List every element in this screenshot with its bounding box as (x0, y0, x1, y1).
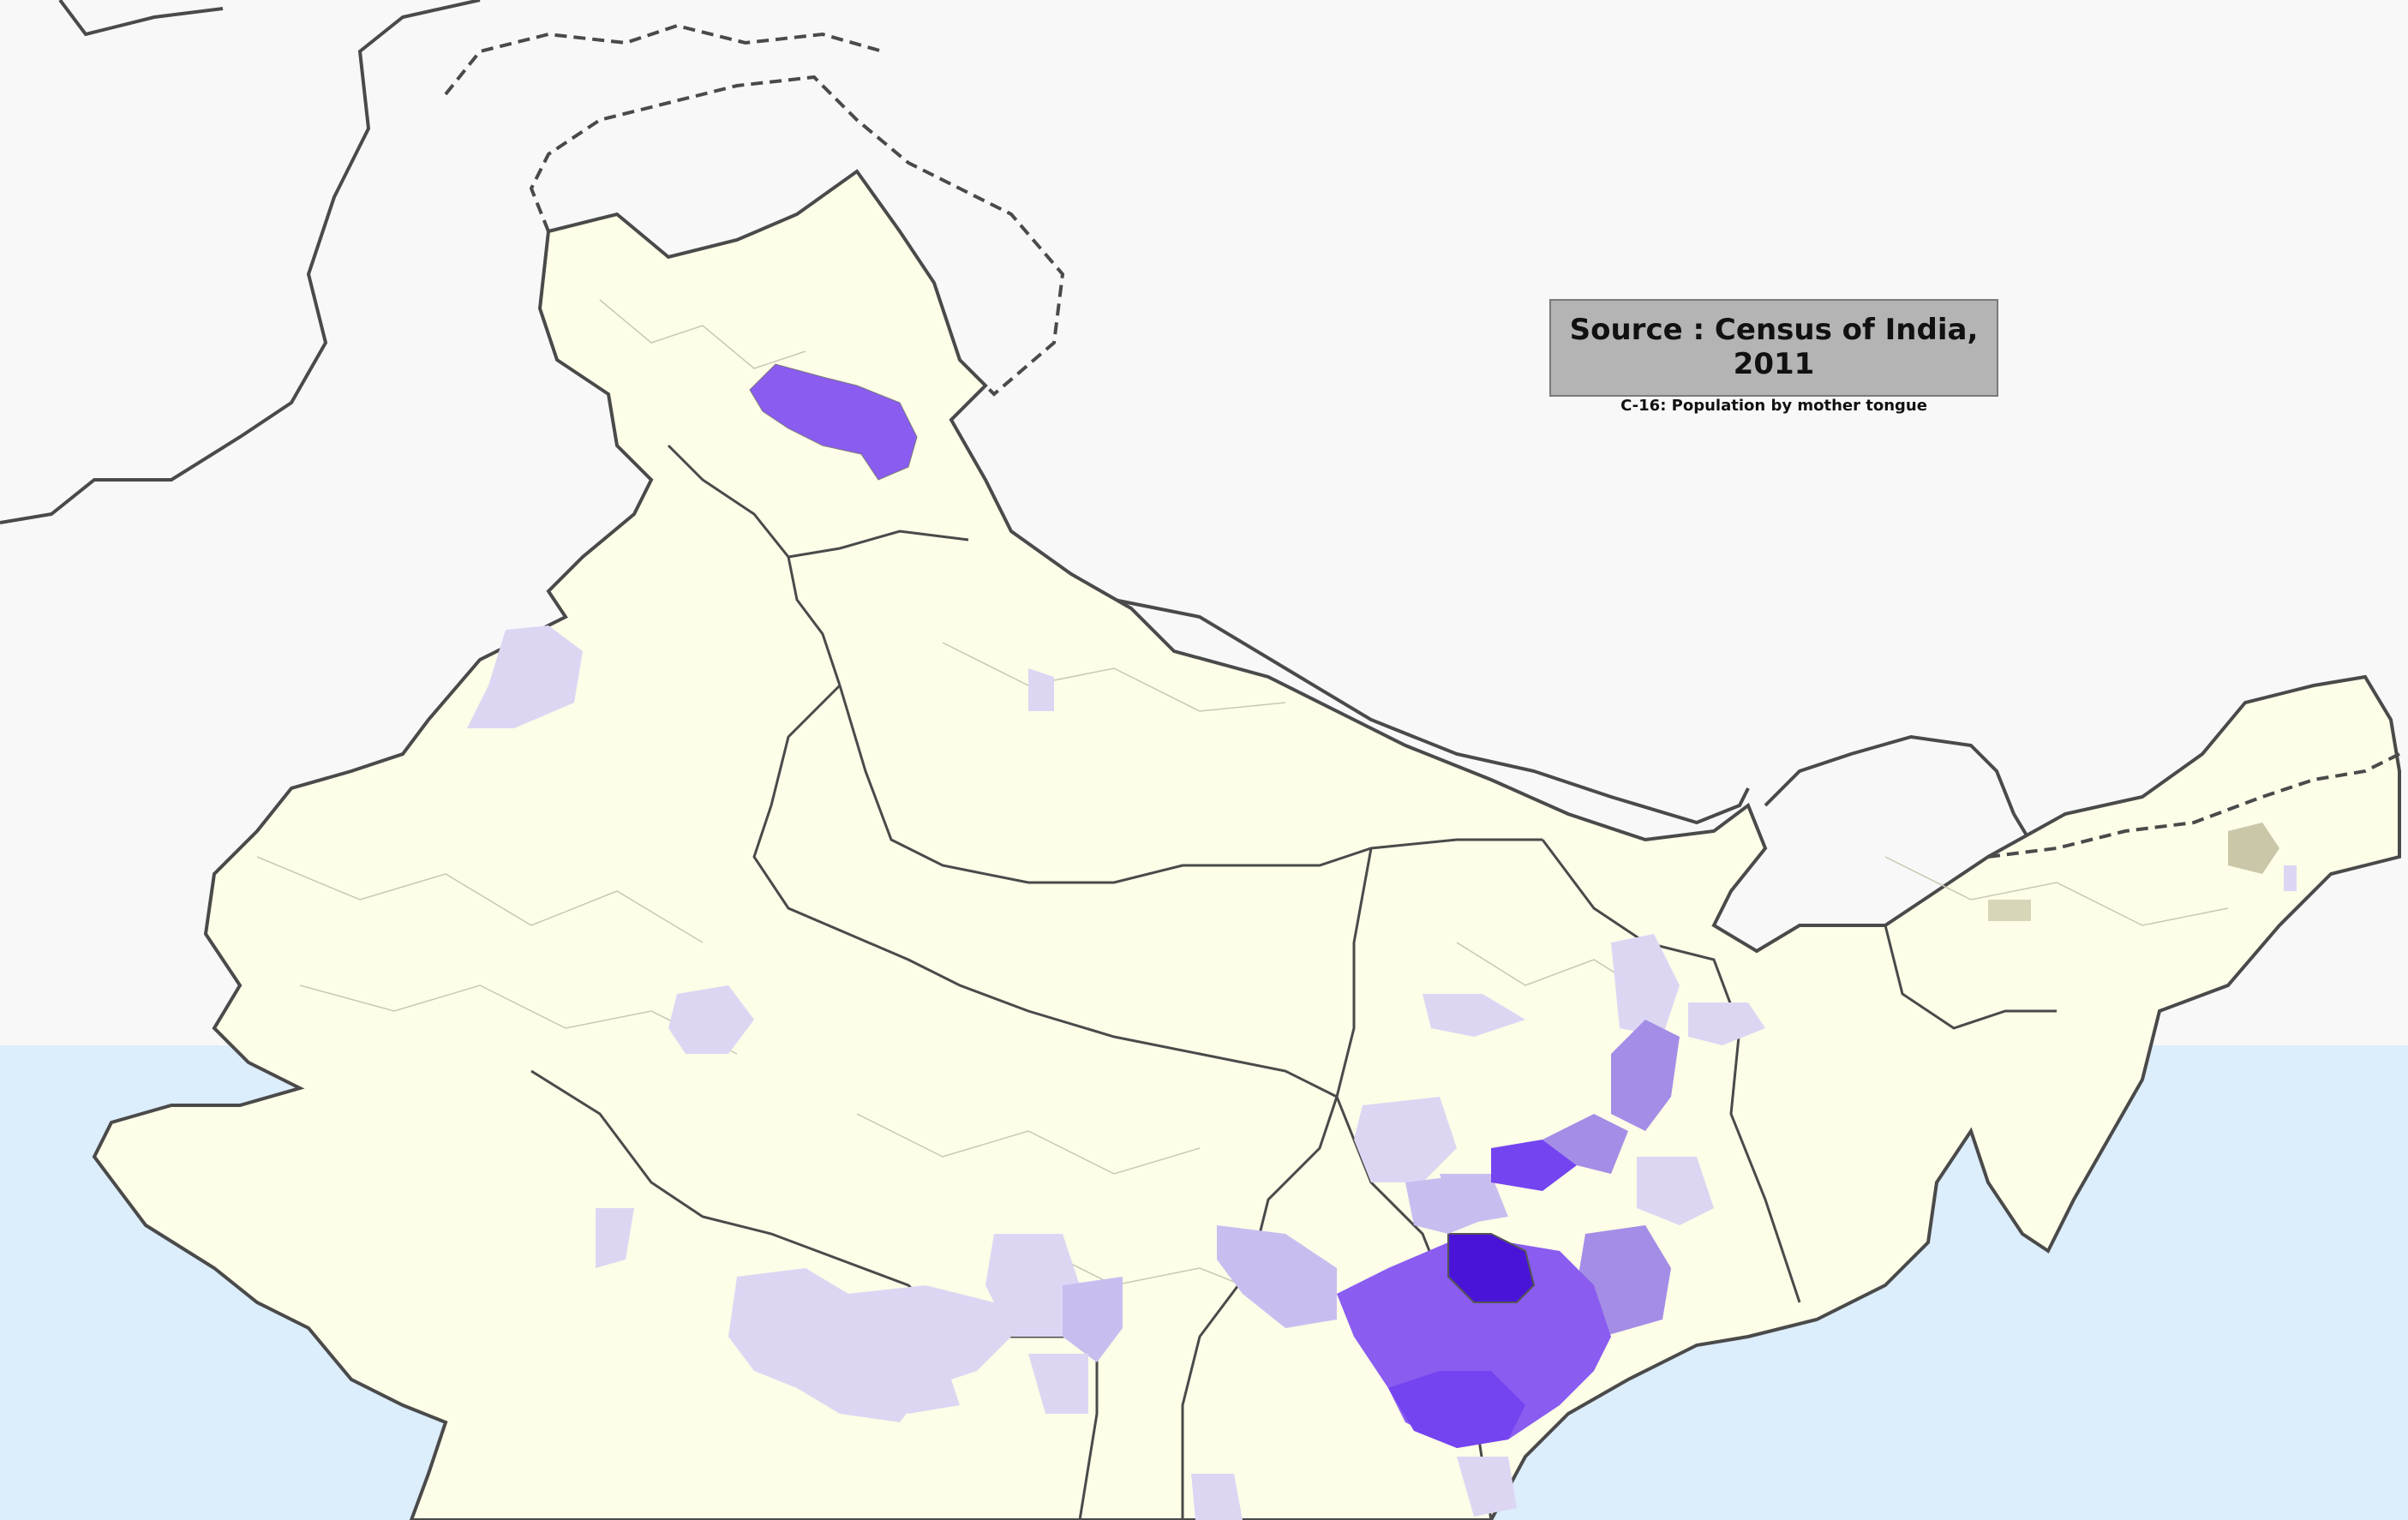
shaded-districts (467, 363, 2297, 1520)
region-odisha-cluster-darker (1388, 1371, 1525, 1448)
region-odisha-medium (1542, 1114, 1628, 1174)
region-odisha-north-light (1637, 1157, 1714, 1225)
region-maha-light-2 (883, 1345, 960, 1414)
source-subtitle: C-16: Population by mother tongue (1620, 397, 1927, 415)
region-odisha-darkest (1447, 1233, 1536, 1303)
region-maha-light (728, 1268, 1011, 1422)
region-gujarat-light (596, 1208, 634, 1268)
region-telangana-medium (1063, 1277, 1123, 1362)
region-bihar-light (1611, 934, 1680, 1037)
region-up-light (1028, 668, 1054, 711)
region-jharkhand-light (1354, 1097, 1457, 1182)
region-west-light (467, 625, 583, 728)
region-chhattisgarh-medium (1217, 1225, 1337, 1328)
region-northeast-light (2284, 865, 2297, 891)
region-coast-light (1457, 1457, 1517, 1517)
region-wb-light (1688, 1002, 1765, 1045)
india-landmass (92, 169, 2401, 1520)
region-north-strong (749, 363, 918, 481)
region-odisha-strong (1491, 1140, 1577, 1191)
region-central-light-1 (668, 985, 754, 1054)
region-central-light-2 (1423, 994, 1525, 1037)
region-telangana-light (985, 1234, 1080, 1337)
disputed-boundary (444, 23, 1065, 397)
northeast-dashed-boundary (1987, 752, 2400, 859)
region-wb-medium (1611, 1020, 1680, 1131)
source-box: Source : Census of India, 2011 C-16: Pop… (1549, 299, 1998, 415)
region-odisha-cluster-light (1405, 1174, 1491, 1234)
region-south-light (1191, 1474, 1243, 1520)
region-telangana-light-2 (1028, 1354, 1088, 1414)
region-northeast-grey (2228, 823, 2279, 874)
region-northeast-grey-2 (1988, 900, 2031, 921)
source-title: Source : Census of India, 2011 (1569, 313, 1979, 381)
